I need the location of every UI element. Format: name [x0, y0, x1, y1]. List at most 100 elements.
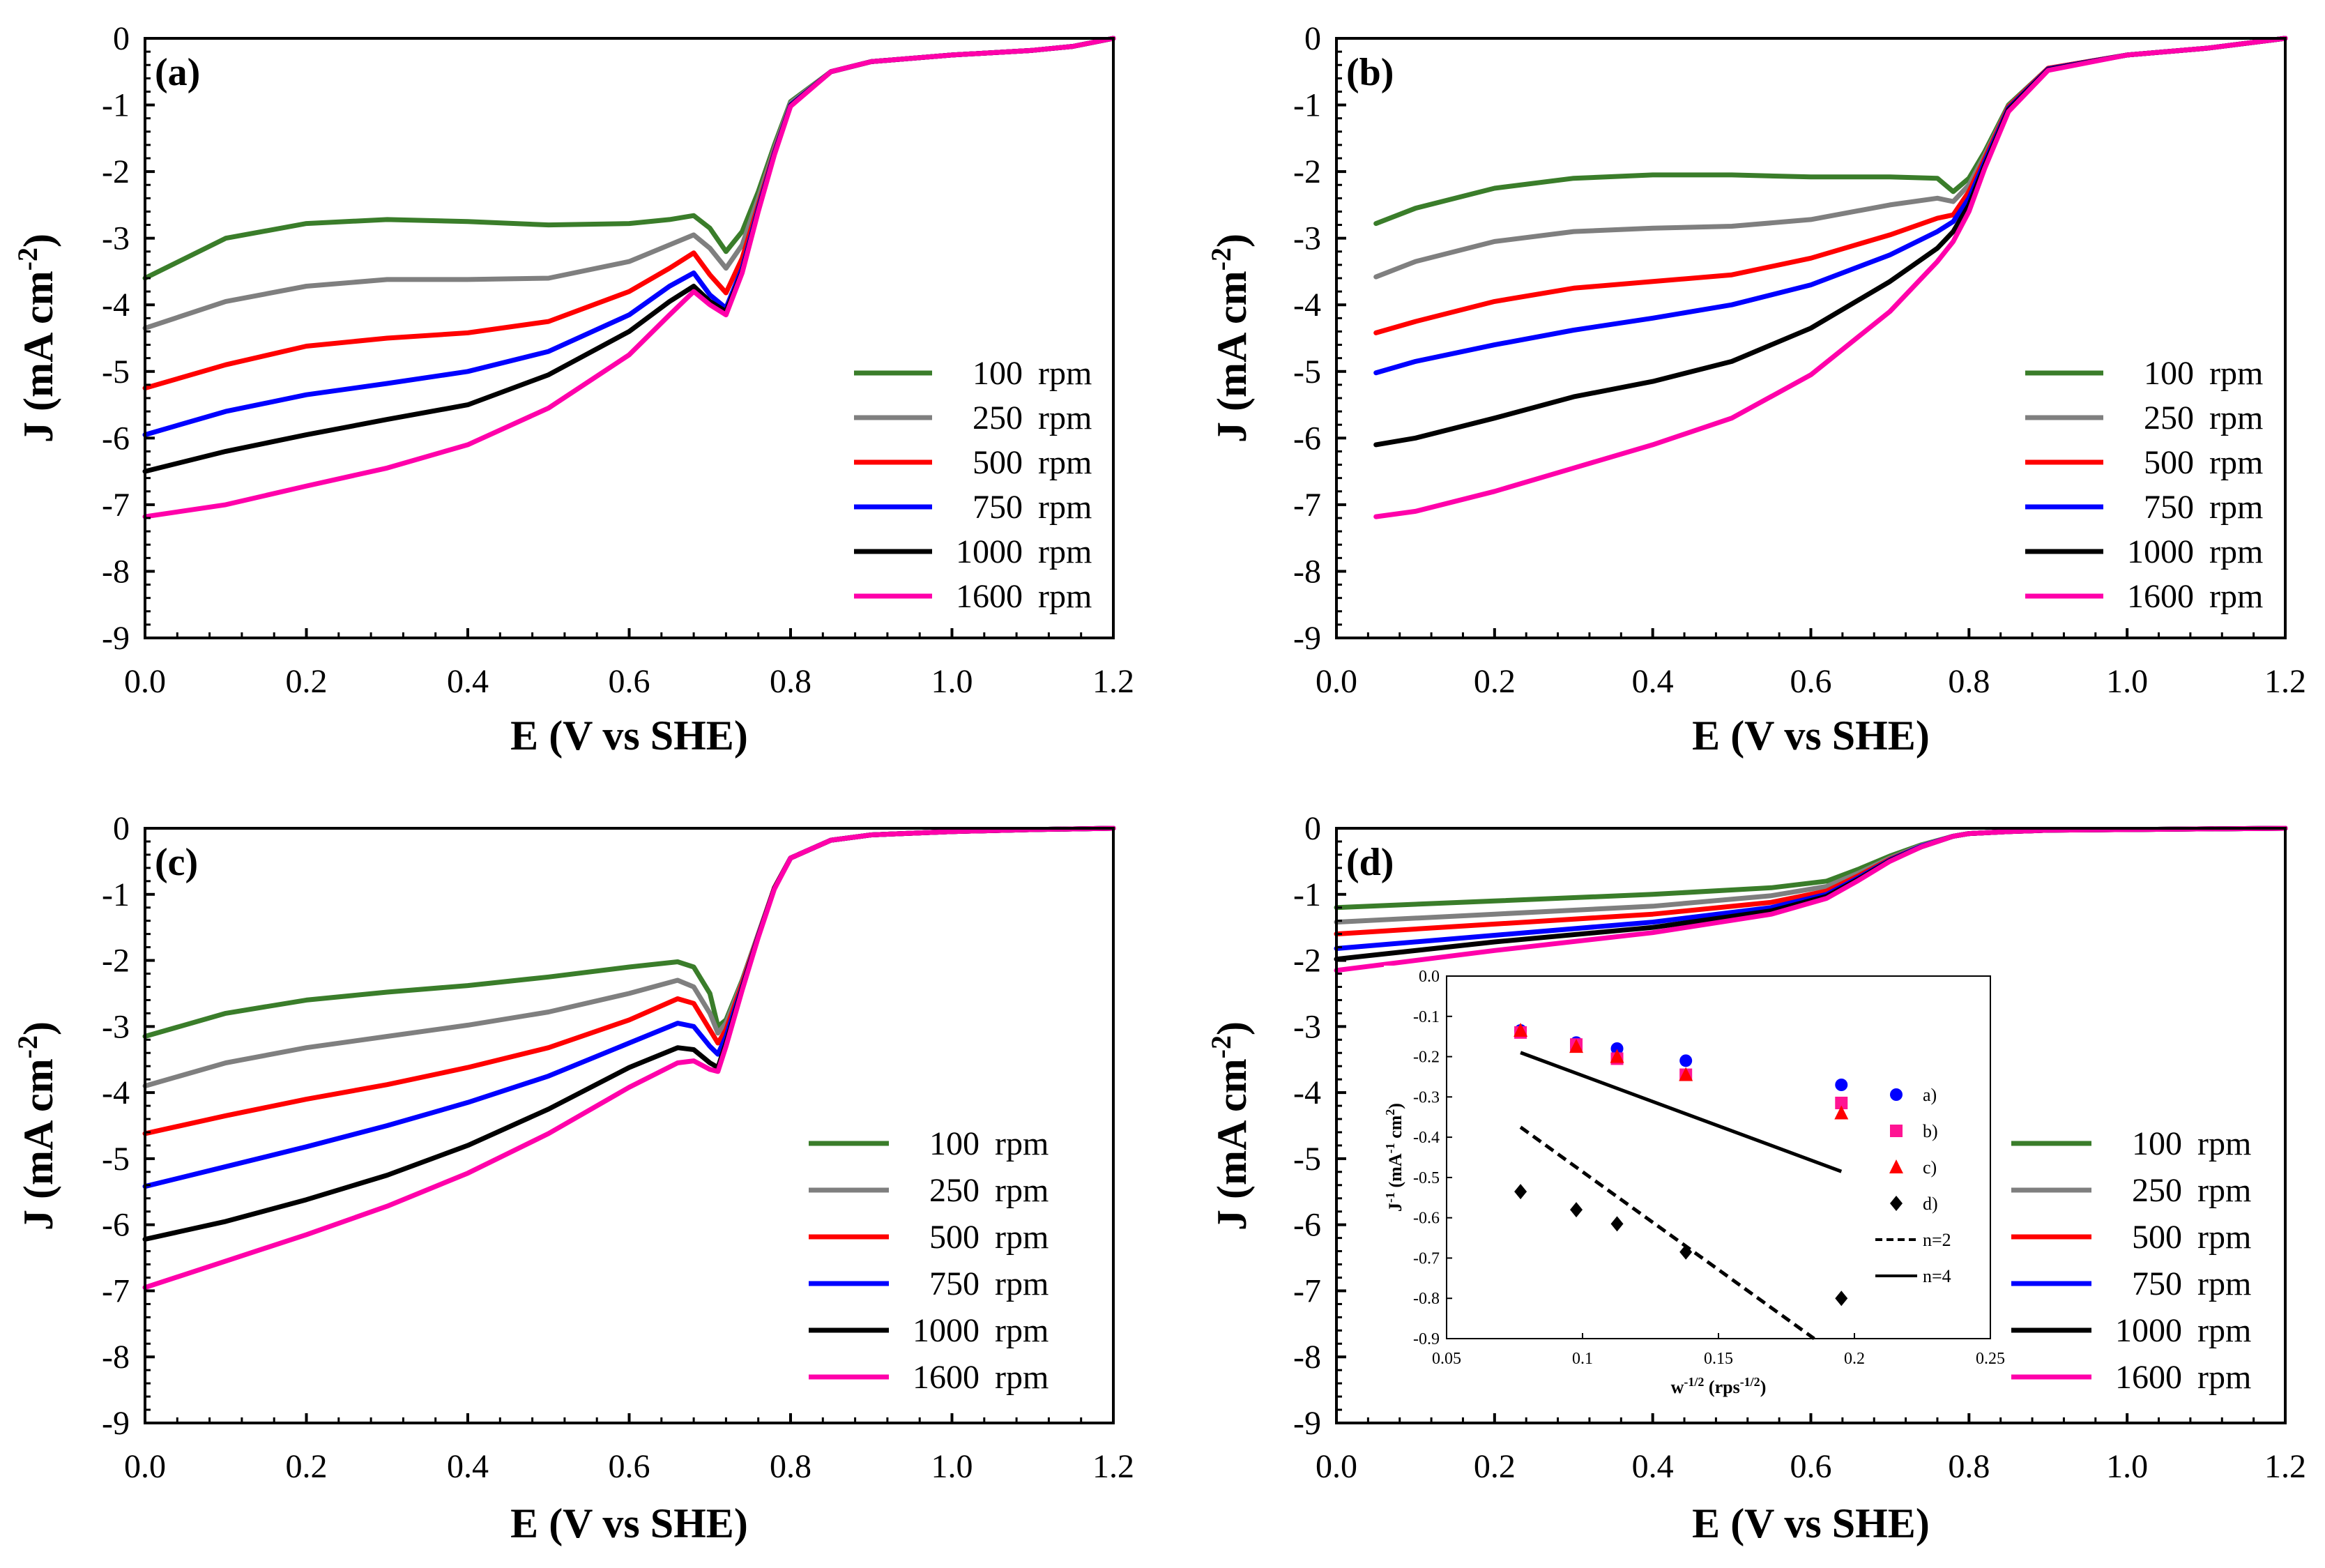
- y-tick-label: -4: [1293, 1074, 1321, 1111]
- inset-y-label-part: -1: [1383, 1143, 1397, 1153]
- inset-legend-marker: [1890, 1196, 1903, 1211]
- y-tick-label: -8: [102, 1339, 130, 1376]
- series-line-1600-rpm: [1334, 825, 2288, 973]
- y-tick-label: -8: [1293, 553, 1321, 590]
- inset-y-tick-label: -0.4: [1413, 1129, 1440, 1147]
- y-tick-label: -3: [1293, 220, 1321, 257]
- inset-x-label-part: (rps: [1704, 1377, 1739, 1397]
- inset-point-d: [1610, 1216, 1624, 1232]
- x-tick-label: 0.4: [1632, 1448, 1674, 1485]
- y-tick-label: -7: [102, 487, 130, 524]
- legend: 100 rpm 250 rpm 500 rpm 750 rpm 1000 rpm 1600 rpm: [854, 355, 1092, 615]
- legend-rpm-value: 1000: [2127, 533, 2194, 570]
- inset-y-tick-label: -0.2: [1413, 1049, 1440, 1067]
- y-axis-label: J (mA cm-2): [12, 234, 61, 443]
- y-tick-label: -6: [102, 1207, 130, 1244]
- inset-y-tick-label: -0.3: [1413, 1088, 1440, 1106]
- series-line-100-rpm: [142, 36, 1116, 281]
- legend-rpm-value: 500: [2132, 1219, 2182, 1256]
- inset-chart: 0.0 -0.1 -0.2 -0.3 -0.4 -0.5 -0.6 -0.7 -0.8 -0.9 0…: [1383, 966, 2005, 1412]
- series-line-100-rpm: [1373, 36, 2288, 227]
- legend-rpm-value: 250: [973, 399, 1023, 436]
- y-tick-label: -8: [1293, 1339, 1321, 1376]
- y-axis-label: J (mA cm-2): [1205, 1021, 1255, 1231]
- x-tick-label: 0.4: [447, 663, 489, 700]
- x-tick-label: 0.4: [1632, 663, 1674, 700]
- chart-panel-b: 0 -1 -2 -3 -4 -5 -6 -7 -8 -9 0.0 0.2 0.4 0.6 0.8 1.0 1.2…: [1205, 20, 2306, 759]
- legend-rpm-value: 500: [973, 444, 1023, 481]
- series-line-100-rpm: [142, 825, 1116, 1039]
- series-line-500-rpm: [142, 36, 1116, 391]
- series-line-750-rpm: [142, 36, 1116, 438]
- x-tick-label: 0.8: [1948, 663, 1990, 700]
- y-tick-label: -2: [1293, 943, 1321, 980]
- y-tick-label: -9: [1293, 620, 1321, 657]
- inset-point-b: [1835, 1097, 1848, 1109]
- y-tick-label: -6: [102, 420, 130, 457]
- inset-y-label-part: 2: [1383, 1109, 1397, 1116]
- y-tick-label: -3: [1293, 1008, 1321, 1045]
- legend-rpm-value: 1000: [913, 1312, 979, 1349]
- inset-legend-label: n=4: [1923, 1266, 1951, 1286]
- y-tick-label: -1: [1293, 876, 1321, 913]
- legend: 100 rpm 250 rpm 500 rpm 750 rpm 1000 rpm 1600 rpm: [809, 1125, 1049, 1396]
- chart-panel-a: 0 -1 -2 -3 -4 -5 -6 -7 -8 -9 0.0 0.2 0.4 0.6 0.8 1.0 1.2…: [12, 20, 1134, 759]
- inset-legend-label: n=2: [1923, 1230, 1951, 1250]
- y-tick-label: 0: [113, 20, 130, 57]
- x-tick-label: 0.2: [286, 663, 328, 700]
- y-tick-label: -2: [102, 153, 130, 190]
- x-tick-label: 0.8: [770, 663, 811, 700]
- x-tick-label: 1.2: [1092, 663, 1134, 700]
- inset-point-c: [1610, 1049, 1624, 1063]
- inset-point-d: [1679, 1244, 1693, 1260]
- inset-point-c: [1514, 1023, 1528, 1037]
- inset-point-a: [1610, 1042, 1624, 1055]
- legend-rpm-unit: rpm: [2197, 1312, 2251, 1349]
- y-label-exp: -2: [1205, 248, 1237, 271]
- y-label-main: J (mA cm: [15, 271, 61, 443]
- legend: 100 rpm 250 rpm 500 rpm 750 rpm 1000 rpm 1600 rpm: [2025, 355, 2263, 615]
- legend-rpm-value: 100: [929, 1125, 979, 1162]
- y-tick-label: -1: [1293, 87, 1321, 124]
- x-tick-label: 1.0: [931, 1448, 973, 1485]
- y-label-main: J (mA cm: [1209, 271, 1255, 443]
- x-tick-label: 0.6: [1790, 1448, 1832, 1485]
- legend-rpm-unit: rpm: [995, 1125, 1049, 1162]
- series-line-250-rpm: [142, 36, 1116, 331]
- inset-x-label-part: ): [1760, 1377, 1767, 1397]
- series-line-250-rpm: [1373, 36, 2288, 280]
- y-tick-label: -6: [1293, 420, 1321, 457]
- legend-rpm-unit: rpm: [2209, 533, 2263, 570]
- legend-rpm-value: 100: [2144, 355, 2194, 392]
- y-tick-label: -7: [1293, 487, 1321, 524]
- x-axis-label: E (V vs SHE): [1692, 1500, 1930, 1546]
- x-tick-label: 1.2: [1092, 1448, 1134, 1485]
- legend-rpm-unit: rpm: [2209, 355, 2263, 392]
- legend-rpm-unit: rpm: [1038, 444, 1092, 481]
- legend-rpm-unit: rpm: [995, 1219, 1049, 1256]
- y-tick-label: -1: [102, 876, 130, 913]
- legend-rpm-value: 1600: [913, 1359, 979, 1396]
- series-line-1600-rpm: [142, 36, 1116, 519]
- y-tick-label: 0: [1304, 20, 1321, 57]
- legend-rpm-value: 500: [929, 1219, 979, 1256]
- inset-y-tick-label: -0.1: [1413, 1008, 1440, 1026]
- inset-y-tick-label: -0.8: [1413, 1290, 1440, 1308]
- x-tick-label: 0.2: [1474, 1448, 1516, 1485]
- panel-label: (a): [155, 51, 200, 94]
- legend-rpm-value: 500: [2144, 444, 2194, 481]
- legend-rpm-unit: rpm: [2209, 444, 2263, 481]
- legend-rpm-unit: rpm: [995, 1172, 1049, 1209]
- y-tick-label: -9: [102, 1405, 130, 1442]
- x-tick-label: 0.6: [609, 1448, 650, 1485]
- legend-rpm-unit: rpm: [1038, 578, 1092, 615]
- inset-legend-marker: [1890, 1088, 1903, 1101]
- inset-point-d: [1570, 1202, 1583, 1218]
- inset-y-label-part: -1: [1383, 1192, 1397, 1203]
- inset-legend-marker: [1890, 1125, 1903, 1137]
- inset-legend-label: b): [1923, 1121, 1938, 1141]
- legend-rpm-value: 250: [929, 1172, 979, 1209]
- y-tick-label: -7: [102, 1272, 130, 1309]
- y-tick-label: -5: [1293, 1141, 1321, 1178]
